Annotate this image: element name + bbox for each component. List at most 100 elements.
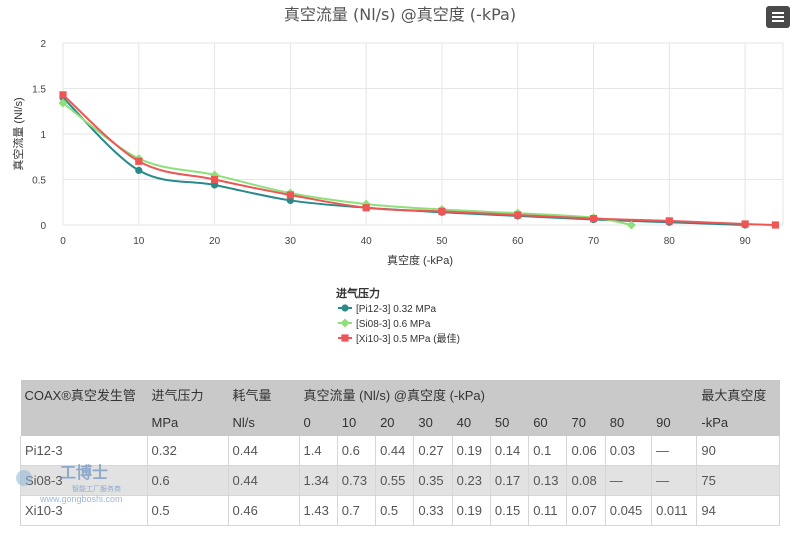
- series-3: [59, 91, 780, 229]
- header-product: COAX®真空发生管: [20, 380, 148, 408]
- subheader-cell: 80: [605, 408, 653, 436]
- table-row: Si08-3 0.6 0.44 1.34 0.73 0.55 0.35 0.23 0.17 0.1…: [20, 465, 780, 496]
- x-tick-label: 30: [285, 236, 297, 247]
- data-point: [58, 98, 68, 108]
- y-axis-label: 真空流量 (Nl/s): [11, 97, 25, 170]
- table-cell: 0.13: [528, 465, 568, 496]
- chart-legend[interactable]: [Pi12-3] 0.32 MPa [Si08-3] 0.6 MPa [Xi10-3…: [338, 304, 460, 345]
- legend-marker: [341, 304, 349, 312]
- vacuum-flow-chart: 真空流量 (Nl/s) @真空度 (-kPa) 00.511.520 10 20 30…: [11, 5, 784, 345]
- data-point: [59, 91, 67, 99]
- table-row: Pi12-3 0.32 0.44 1.4 0.6 0.44 0.27 0.19 0.14 0.1 0…: [20, 436, 780, 466]
- header-consumption: 耗气量: [228, 380, 300, 408]
- table-cell: 0.55: [375, 465, 415, 496]
- header-max-vacuum: 最大真空度: [696, 380, 780, 408]
- legend-item[interactable]: [Si08-3] 0.6 MPa: [338, 318, 431, 331]
- subheader-cell: 40: [452, 408, 491, 436]
- chart-title: 真空流量 (Nl/s) @真空度 (-kPa): [284, 5, 516, 24]
- x-tick-label: 20: [209, 236, 221, 247]
- hamburger-menu-icon-bar: [772, 20, 784, 22]
- table-cell: 0.07: [566, 495, 606, 526]
- table-cell: 0.6: [147, 465, 229, 496]
- legend-label: [Si08-3] 0.6 MPa: [356, 319, 431, 330]
- table-cell: 0.15: [490, 495, 530, 526]
- table-subheader-row: MPa Nl/s 0 10 20 30 40 50 60 70 80 90 -kPa: [20, 408, 780, 436]
- subheader-cell: Nl/s: [228, 408, 300, 436]
- x-tick-label: 10: [133, 236, 145, 247]
- data-point: [362, 204, 370, 212]
- data-point: [135, 157, 143, 165]
- data-point: [665, 217, 673, 225]
- watermark-logo: 工博士 智能工厂服务商 www.gongboshi.com: [16, 463, 123, 504]
- data-point: [626, 220, 636, 230]
- subheader-cell: [20, 408, 148, 436]
- table-cell: 0.19: [452, 436, 491, 466]
- table-cell: 0.11: [528, 495, 568, 526]
- watermark-brand: 工博士: [60, 463, 108, 482]
- hamburger-menu-icon-bar: [772, 16, 784, 18]
- table-cell: 0.44: [228, 436, 300, 466]
- data-point: [741, 220, 749, 228]
- data-point: [210, 181, 219, 189]
- table-cell: Pi12-3: [20, 436, 148, 466]
- header-pressure: 进气压力: [147, 380, 229, 408]
- hamburger-menu-icon: [772, 12, 784, 14]
- header-flow: 真空流量 (Nl/s) @真空度 (-kPa): [299, 380, 698, 408]
- legend-marker: [340, 318, 350, 328]
- table-cell: 0.14: [490, 436, 530, 466]
- table-cell: 0.19: [452, 495, 491, 526]
- subheader-cell: 0: [299, 408, 338, 436]
- data-point: [514, 211, 522, 219]
- data-point: [589, 215, 598, 223]
- y-tick-label: 1.5: [32, 85, 46, 96]
- subheader-cell: MPa: [147, 408, 229, 436]
- legend-item[interactable]: [Pi12-3] 0.32 MPa: [338, 304, 436, 315]
- chart-menu-button[interactable]: [766, 6, 790, 28]
- subheader-cell: 20: [375, 408, 415, 436]
- table-cell: 0.1: [528, 436, 568, 466]
- x-tick-label: 70: [588, 236, 600, 247]
- table-cell: 0.011: [651, 495, 698, 526]
- table-cell: —: [651, 436, 698, 466]
- x-tick-label: 60: [512, 236, 524, 247]
- table-cell: 94: [696, 495, 780, 526]
- watermark-url: www.gongboshi.com: [39, 494, 123, 504]
- data-point: [286, 191, 294, 199]
- x-tick-label: 80: [664, 236, 676, 247]
- y-tick-label: 0: [40, 221, 46, 232]
- table-cell: 0.5: [375, 495, 415, 526]
- robot-icon: [16, 470, 32, 486]
- table-cell: 0.08: [566, 465, 606, 496]
- legend-marker: [341, 334, 349, 342]
- table-cell: 1.43: [299, 495, 338, 526]
- table-cell: 0.27: [413, 436, 453, 466]
- table-cell: 0.045: [605, 495, 653, 526]
- table-cell: 1.34: [299, 465, 338, 496]
- table-cell: 0.5: [147, 495, 229, 526]
- series-1: [59, 94, 749, 229]
- watermark-slogan: 智能工厂服务商: [72, 484, 121, 493]
- subheader-cell: 50: [490, 408, 530, 436]
- legend-label: [Xi10-3] 0.5 MPa (最佳): [356, 332, 460, 345]
- subheader-cell: 30: [413, 408, 453, 436]
- table-cell: —: [651, 465, 698, 496]
- data-point: [210, 175, 219, 184]
- x-tick-label: 40: [361, 236, 373, 247]
- y-tick-label: 1: [40, 130, 46, 141]
- table-cell: —: [605, 465, 653, 496]
- table-body: Pi12-3 0.32 0.44 1.4 0.6 0.44 0.27 0.19 0.14 0.1 0…: [20, 436, 780, 526]
- table-cell: 0.44: [375, 436, 415, 466]
- spec-table: COAX®真空发生管 进气压力 耗气量 真空流量 (Nl/s) @真空度 (-k…: [20, 380, 780, 526]
- table-cell: 90: [696, 436, 780, 466]
- table-cell: Si08-3: [20, 465, 148, 496]
- x-axis-label: 真空度 (-kPa): [387, 253, 453, 267]
- legend-item[interactable]: [Xi10-3] 0.5 MPa (最佳): [338, 332, 460, 345]
- table-cell: 0.44: [228, 465, 300, 496]
- table-cell: 75: [696, 465, 780, 496]
- table-cell: 0.17: [490, 465, 530, 496]
- data-point: [286, 196, 294, 205]
- table-cell: 0.33: [413, 495, 453, 526]
- chart-grid: [62, 42, 784, 226]
- table-cell: 0.23: [452, 465, 491, 496]
- subheader-cell: 60: [528, 408, 568, 436]
